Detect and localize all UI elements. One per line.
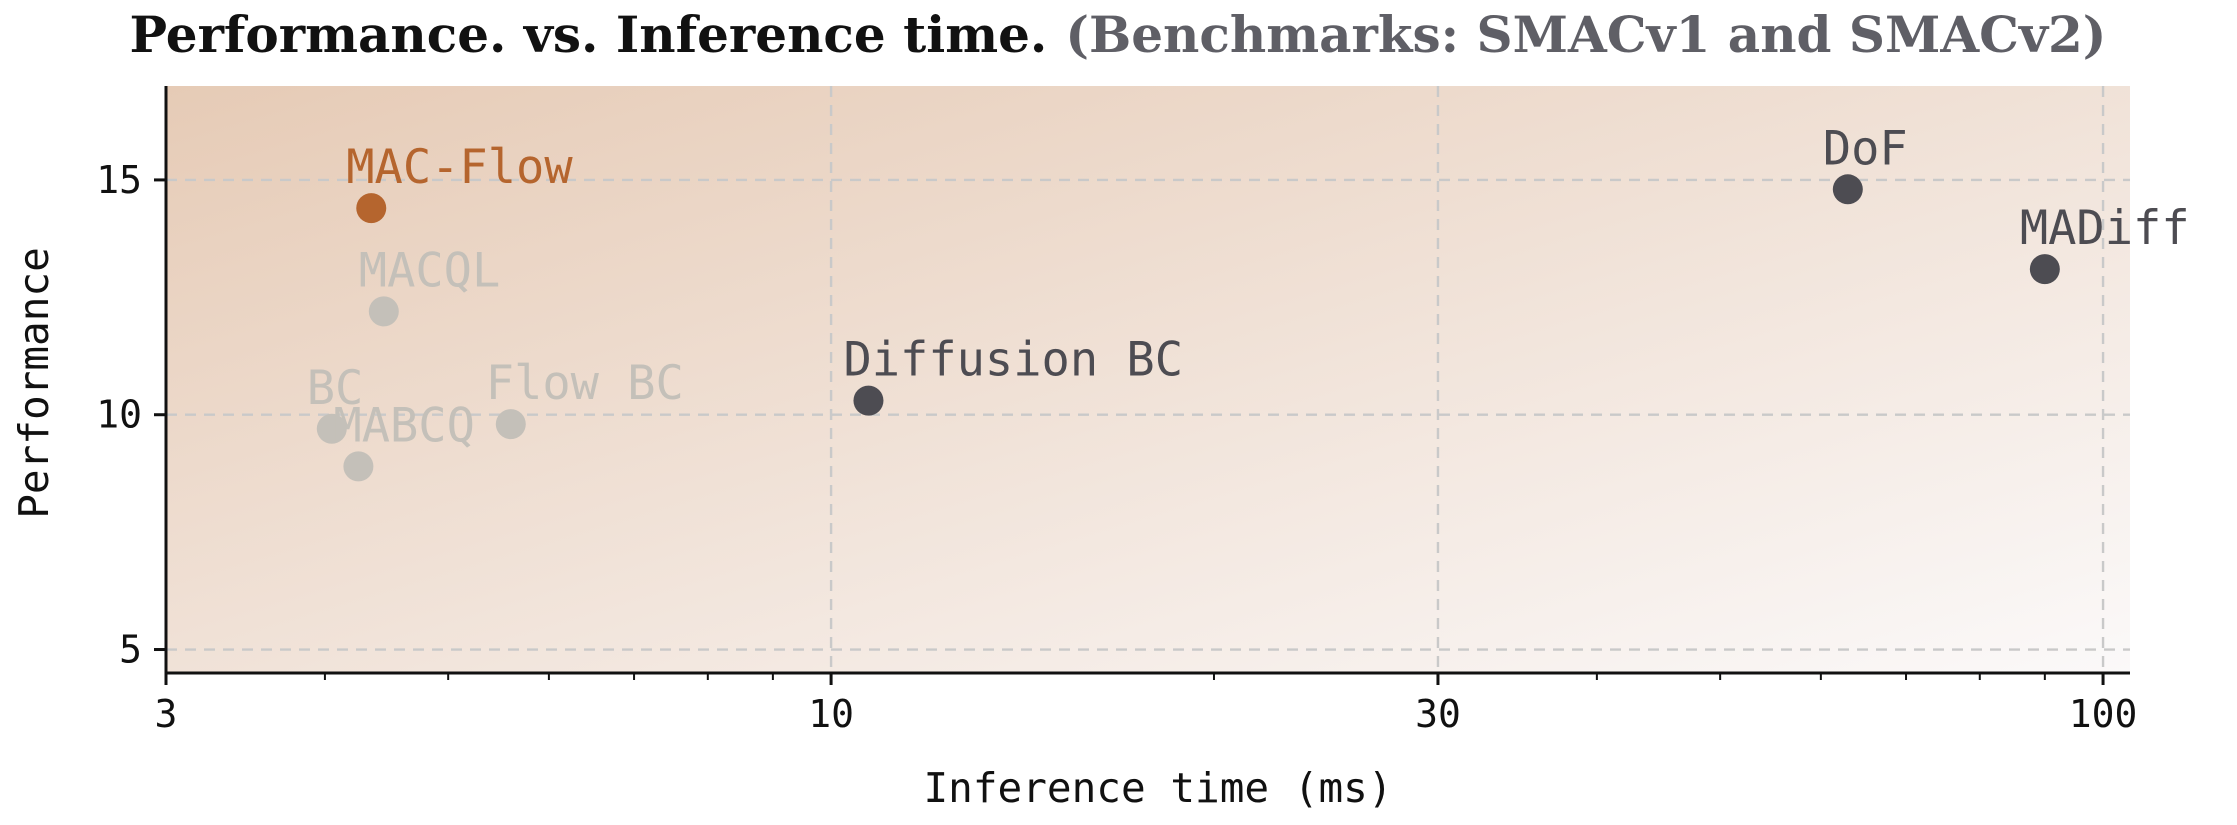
point-label-dof: DoF bbox=[1823, 121, 1908, 176]
point-macql bbox=[368, 296, 399, 327]
point-label-bc: BC bbox=[307, 361, 364, 416]
x-tick-label: 100 bbox=[2069, 692, 2138, 736]
point-dof bbox=[1832, 174, 1863, 205]
x-axis-label: Inference time (ms) bbox=[924, 764, 1393, 812]
point-label-mac-flow: MAC-Flow bbox=[346, 140, 573, 195]
chart-title-main: Performance. vs. Inference time. bbox=[130, 5, 1048, 64]
grid-lines bbox=[166, 86, 2130, 673]
point-bc bbox=[316, 413, 347, 444]
point-diffusion-bc bbox=[853, 385, 884, 416]
point-label-flow-bc: Flow BC bbox=[486, 356, 684, 411]
point-label-madiff: MADiff bbox=[2020, 201, 2190, 256]
point-label-diffusion-bc: Diffusion BC bbox=[843, 333, 1183, 388]
y-axis-label: Performance bbox=[10, 247, 58, 519]
y-tick-label: 10 bbox=[96, 393, 142, 437]
y-tick-label: 5 bbox=[119, 628, 142, 672]
plot-background bbox=[166, 86, 2130, 673]
x-tick-label: 3 bbox=[155, 692, 178, 736]
axes: 3 10 30 100 5 10 15 bbox=[96, 86, 2137, 736]
chart-title-subtitle: (Benchmarks: SMACv1 and SMACv2) bbox=[1065, 5, 2106, 64]
x-tick-label: 10 bbox=[808, 692, 854, 736]
x-tick-label: 30 bbox=[1415, 692, 1461, 736]
point-label-mabcq: MABCQ bbox=[333, 398, 474, 453]
point-mabcq bbox=[343, 451, 374, 482]
point-madiff bbox=[2029, 254, 2060, 285]
y-tick-label: 15 bbox=[96, 158, 142, 202]
point-flow-bc bbox=[495, 409, 526, 440]
point-mac-flow bbox=[356, 193, 387, 224]
point-label-macql: MACQL bbox=[359, 243, 500, 298]
chart-title: Performance. vs. Inference time. (Benchm… bbox=[130, 5, 2107, 64]
